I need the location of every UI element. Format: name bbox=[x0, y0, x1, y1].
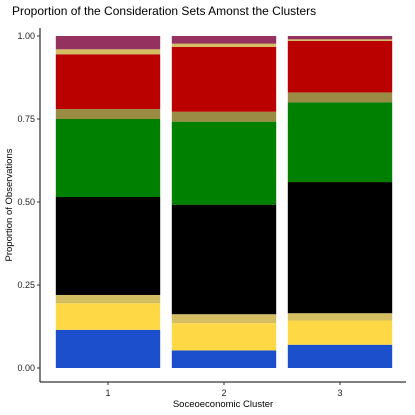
bar-segment-cluster-1-layer-2 bbox=[55, 303, 161, 330]
bar-segment-cluster-2-layer-4 bbox=[171, 204, 277, 315]
bar-segment-cluster-3-layer-2 bbox=[287, 320, 393, 345]
bar-segment-cluster-1-layer-7 bbox=[55, 54, 161, 110]
bar-segment-cluster-3-layer-3 bbox=[287, 313, 393, 321]
bar-segment-cluster-1-layer-1 bbox=[55, 329, 161, 368]
bar-segment-cluster-2-layer-3 bbox=[171, 314, 277, 324]
bar-segment-cluster-1-layer-6 bbox=[55, 109, 161, 119]
bar-segment-cluster-3-layer-8 bbox=[287, 39, 393, 41]
bar-segment-cluster-2-layer-2 bbox=[171, 323, 277, 351]
bar-segment-cluster-1-layer-4 bbox=[55, 197, 161, 295]
bar-segment-cluster-2-layer-9 bbox=[171, 36, 277, 44]
bar-segment-cluster-1-layer-3 bbox=[55, 294, 161, 304]
y-axis: 0.00 0.25 0.50 0.75 1.00 bbox=[17, 28, 41, 382]
bar-segment-cluster-2-layer-5 bbox=[171, 121, 277, 205]
y-tick-label: 0.00 bbox=[17, 363, 35, 373]
x-tick-label: 2 bbox=[221, 388, 226, 398]
bar-segment-cluster-2-layer-8 bbox=[171, 43, 277, 47]
bar-segment-cluster-2-layer-7 bbox=[171, 46, 277, 112]
x-axis: 1 2 3 bbox=[40, 381, 406, 398]
y-tick-label: 0.25 bbox=[17, 280, 35, 290]
bar-segment-cluster-1-layer-8 bbox=[55, 49, 161, 55]
bar-segment-cluster-3-layer-6 bbox=[287, 92, 393, 103]
bars bbox=[55, 36, 393, 368]
x-tick-label: 3 bbox=[337, 388, 342, 398]
bar-segment-cluster-3-layer-9 bbox=[287, 36, 393, 40]
x-tick-label: 1 bbox=[105, 388, 110, 398]
bar-segment-cluster-3-layer-4 bbox=[287, 182, 393, 314]
chart-title: Proportion of the Consideration Sets Amo… bbox=[12, 4, 316, 18]
bar-segment-cluster-1-layer-9 bbox=[55, 36, 161, 50]
y-tick-label: 0.75 bbox=[17, 114, 35, 124]
y-axis-title: Proportion of Observations bbox=[4, 148, 15, 261]
bar-segment-cluster-2-layer-6 bbox=[171, 111, 277, 122]
bar-segment-cluster-3-layer-1 bbox=[287, 344, 393, 368]
bar-segment-cluster-3-layer-7 bbox=[287, 40, 393, 93]
bar-segment-cluster-3-layer-5 bbox=[287, 102, 393, 183]
bar-segment-cluster-1-layer-5 bbox=[55, 119, 161, 198]
y-tick-label: 0.50 bbox=[17, 197, 35, 207]
bar-segment-cluster-2-layer-1 bbox=[171, 350, 277, 368]
x-axis-title: Soceoeconomic Cluster bbox=[173, 399, 273, 410]
y-tick-label: 1.00 bbox=[17, 31, 35, 41]
